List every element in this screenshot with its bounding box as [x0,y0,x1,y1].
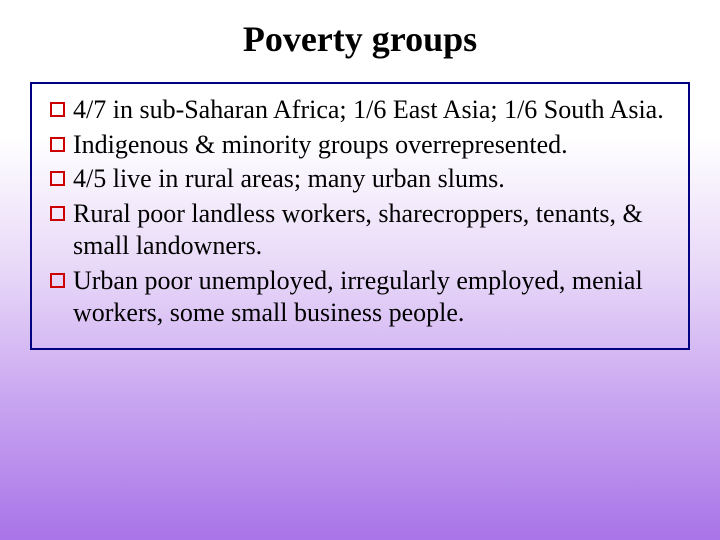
bullet-marker-icon [50,273,65,288]
list-item: Indigenous & minority groups overreprese… [50,129,670,162]
bullet-text: 4/7 in sub-Saharan Africa; 1/6 East Asia… [73,94,670,127]
content-box: 4/7 in sub-Saharan Africa; 1/6 East Asia… [30,82,690,350]
bullet-text: Rural poor landless workers, sharecroppe… [73,198,670,263]
bullet-marker-icon [50,102,65,117]
list-item: Urban poor unemployed, irregularly emplo… [50,265,670,330]
bullet-text: Urban poor unemployed, irregularly emplo… [73,265,670,330]
bullet-text: 4/5 live in rural areas; many urban slum… [73,163,670,196]
bullet-marker-icon [50,206,65,221]
bullet-text: Indigenous & minority groups overreprese… [73,129,670,162]
list-item: Rural poor landless workers, sharecroppe… [50,198,670,263]
bullet-marker-icon [50,137,65,152]
list-item: 4/5 live in rural areas; many urban slum… [50,163,670,196]
list-item: 4/7 in sub-Saharan Africa; 1/6 East Asia… [50,94,670,127]
bullet-marker-icon [50,171,65,186]
slide: Poverty groups 4/7 in sub-Saharan Africa… [0,0,720,540]
slide-title: Poverty groups [0,18,720,60]
